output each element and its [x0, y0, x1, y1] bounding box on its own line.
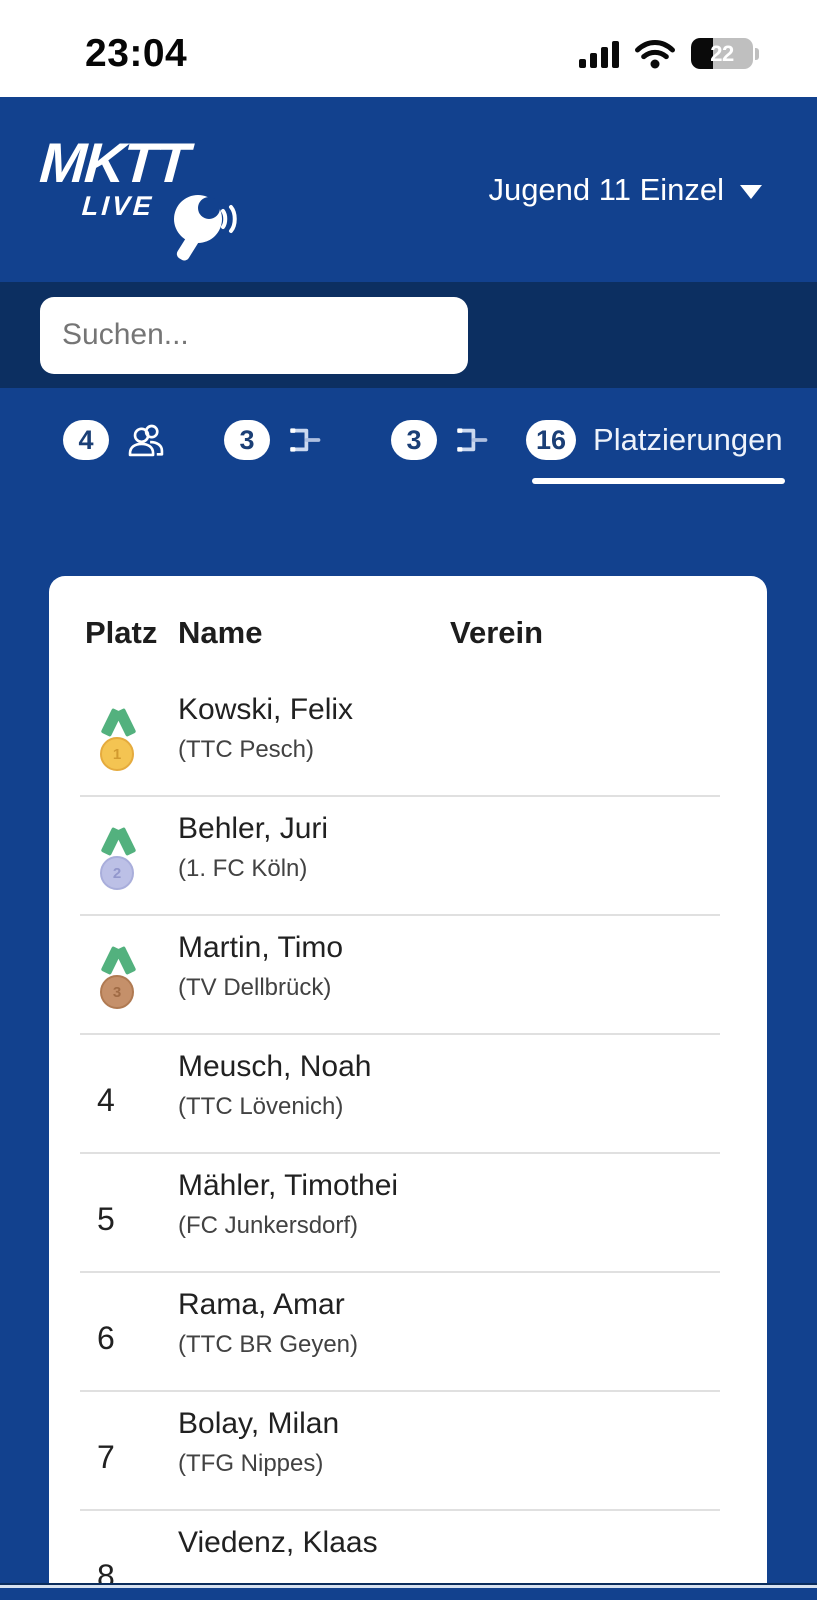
rank-cell: 4: [85, 1048, 178, 1152]
bottom-bar: [0, 1585, 817, 1600]
rank-number: 8: [97, 1557, 115, 1584]
player-club: (TFG Nippes): [178, 1450, 324, 1477]
search-input[interactable]: [40, 296, 468, 374]
player-name: Bolay, Milan: [178, 1407, 340, 1440]
battery-level-fill: [691, 38, 714, 69]
status-icons: 22: [579, 38, 759, 69]
player-cell: Bolay, Milan (TFG Nippes): [178, 1405, 767, 1509]
medal-icon: 1: [97, 707, 139, 773]
rank-cell: 7: [85, 1405, 178, 1509]
rank-cell: 6: [85, 1286, 178, 1390]
tab-knockout-bracket[interactable]: 3: [391, 420, 496, 460]
table-header-row: Platz Name Verein: [85, 576, 767, 676]
rank-cell: 1: [85, 691, 178, 795]
player-club: (FC Junkersdorf): [178, 1212, 359, 1239]
status-bar: 23:04 22: [0, 0, 817, 97]
player-cell: Martin, Timo (TV Dellbrück): [178, 929, 767, 1033]
player-club: (TTC BR Geyen): [178, 1331, 359, 1358]
participants-count-badge: 4: [63, 420, 109, 460]
player-name: Behler, Juri: [178, 812, 329, 845]
medal-icon: 2: [97, 826, 139, 892]
player-cell: Behler, Juri (1. FC Köln): [178, 810, 767, 914]
player-cell: Meusch, Noah (TTC Lövenich): [178, 1048, 767, 1152]
column-header-verein: Verein: [450, 615, 544, 650]
chevron-down-icon: [740, 184, 762, 199]
knockout-count-badge: 3: [391, 420, 437, 460]
battery-percent: 22: [710, 40, 734, 66]
medal-icon: 3: [97, 945, 139, 1011]
rank-cell: 3: [85, 929, 178, 1033]
bracket-icon: [290, 428, 321, 452]
player-club: (TTC Lövenich): [178, 1093, 344, 1120]
tab-bar: 4 3 3 16 Platzierungen: [0, 388, 817, 576]
player-cell: Kowski, Felix (TTC Pesch): [178, 691, 767, 795]
rank-number: 6: [97, 1319, 115, 1356]
player-name: Kowski, Felix: [178, 693, 354, 726]
player-name: Meusch, Noah: [178, 1050, 372, 1083]
placements-table-body: 1 Kowski, Felix (TTC Pesch) 2 Behler, Ju…: [80, 676, 767, 1584]
player-cell: Mähler, Timothei (FC Junkersdorf): [178, 1167, 767, 1271]
column-header-platz: Platz: [85, 615, 158, 650]
table-tennis-paddle-icon: [174, 194, 237, 261]
content-area: Platz Name Verein 1 Kowski, Felix (TTC P…: [0, 576, 817, 1585]
mktt-live-logo[interactable]: MKTT LIVE: [38, 131, 237, 261]
selected-event-label: Jugend 11 Einzel: [488, 171, 724, 207]
table-row[interactable]: 3 Martin, Timo (TV Dellbrück): [80, 914, 767, 1033]
rank-cell: 5: [85, 1167, 178, 1271]
table-row[interactable]: 8 Viedenz, Klaas: [80, 1509, 767, 1584]
placements-tab-label: Platzierungen: [593, 422, 783, 457]
placements-card: Platz Name Verein 1 Kowski, Felix (TTC P…: [49, 576, 767, 1583]
table-row[interactable]: 6 Rama, Amar (TTC BR Geyen): [80, 1271, 767, 1390]
table-row[interactable]: 2 Behler, Juri (1. FC Köln): [80, 795, 767, 914]
player-name: Viedenz, Klaas: [178, 1526, 378, 1559]
player-cell: Rama, Amar (TTC BR Geyen): [178, 1286, 767, 1390]
table-row[interactable]: 4 Meusch, Noah (TTC Lövenich): [80, 1033, 767, 1152]
rank-number: 7: [97, 1438, 115, 1475]
participants-icon: [128, 424, 164, 457]
search-band: [0, 282, 817, 388]
table-row[interactable]: 5 Mähler, Timothei (FC Junkersdorf): [80, 1152, 767, 1271]
rank-number: 5: [97, 1200, 115, 1237]
clock: 23:04: [85, 31, 188, 75]
table-row[interactable]: 7 Bolay, Milan (TFG Nippes): [80, 1390, 767, 1509]
column-header-name: Name: [178, 615, 263, 650]
cellular-signal-icon: [579, 40, 619, 68]
player-cell: Viedenz, Klaas: [178, 1524, 767, 1583]
battery-icon: 22: [691, 38, 759, 69]
player-club: (1. FC Köln): [178, 855, 308, 882]
player-name: Martin, Timo: [178, 931, 344, 964]
wifi-icon: [635, 39, 675, 68]
player-club: (TV Dellbrück): [178, 974, 332, 1001]
tab-groups-bracket[interactable]: 3: [224, 420, 329, 460]
groups-count-badge: 3: [224, 420, 270, 460]
player-name: Mähler, Timothei: [178, 1169, 399, 1202]
player-name: Rama, Amar: [178, 1288, 345, 1321]
event-selector-dropdown[interactable]: Jugend 11 Einzel: [488, 172, 762, 208]
player-club: (TTC Pesch): [178, 736, 315, 763]
rank-number: 4: [97, 1081, 115, 1118]
tab-placements[interactable]: 16 Platzierungen: [526, 420, 785, 484]
bracket-icon: [457, 428, 488, 452]
rank-cell: 8: [85, 1524, 178, 1584]
placements-count-badge: 16: [526, 420, 577, 460]
app-header: MKTT LIVE Jugend 11 Einzel: [0, 97, 817, 282]
table-row[interactable]: 1 Kowski, Felix (TTC Pesch): [85, 676, 767, 795]
tab-participants[interactable]: 4: [63, 420, 168, 460]
rank-cell: 2: [85, 810, 178, 914]
